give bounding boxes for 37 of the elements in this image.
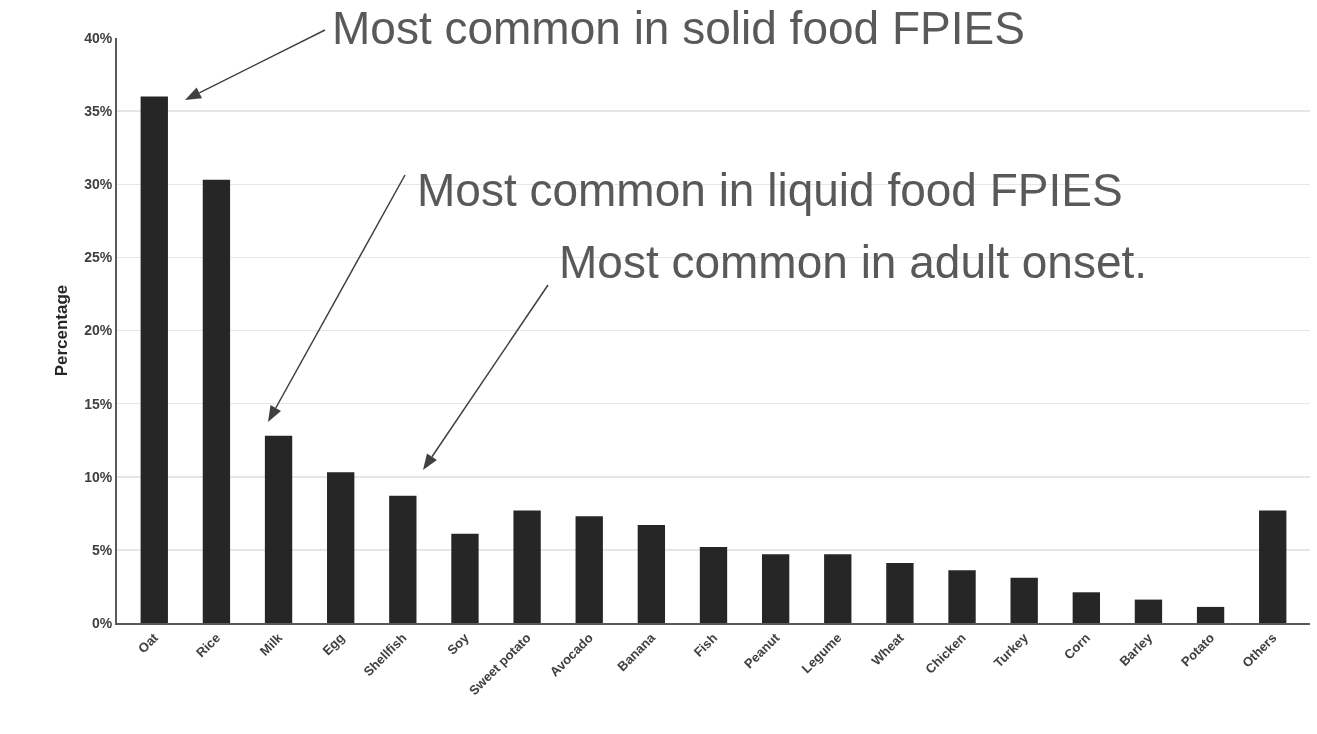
bar — [327, 472, 355, 623]
x-tick-label: Soy — [444, 629, 473, 658]
annotation: Most common in adult onset. — [559, 236, 1148, 288]
bar — [761, 554, 790, 623]
annotation: Most common in liquid food FPIES — [417, 164, 1123, 216]
x-tick-label: Egg — [319, 630, 348, 659]
bar — [451, 533, 479, 623]
annotation: Most common in solid food FPIES — [332, 2, 1025, 54]
bar — [637, 525, 666, 623]
y-tick-label: 35% — [84, 103, 113, 120]
y-tick-label: 5% — [91, 541, 113, 558]
bar — [575, 516, 603, 623]
bar — [699, 546, 728, 623]
bar — [1072, 592, 1100, 623]
bar — [1010, 577, 1038, 623]
bar — [948, 570, 976, 623]
x-tick-label: Fish — [690, 630, 721, 660]
bar — [886, 563, 914, 623]
y-tick-label: 10% — [84, 468, 113, 485]
bar — [1134, 599, 1163, 623]
y-tick-label: 0% — [91, 614, 113, 631]
x-tick-label: Milk — [256, 629, 286, 659]
bar — [140, 96, 168, 623]
bar — [824, 554, 852, 623]
y-axis-title: Percentage — [52, 284, 72, 377]
x-tick-label: Oat — [135, 629, 162, 657]
bar — [202, 179, 231, 623]
y-tick-label: 40% — [84, 29, 113, 46]
bar — [1259, 510, 1287, 623]
y-tick-label: 20% — [84, 322, 113, 339]
bar — [1196, 606, 1225, 623]
bar — [264, 435, 293, 623]
y-tick-label: 25% — [84, 249, 113, 266]
bar — [513, 510, 541, 623]
y-tick-label: 15% — [84, 395, 113, 412]
y-tick-label: 30% — [84, 176, 113, 193]
bar — [389, 495, 417, 623]
